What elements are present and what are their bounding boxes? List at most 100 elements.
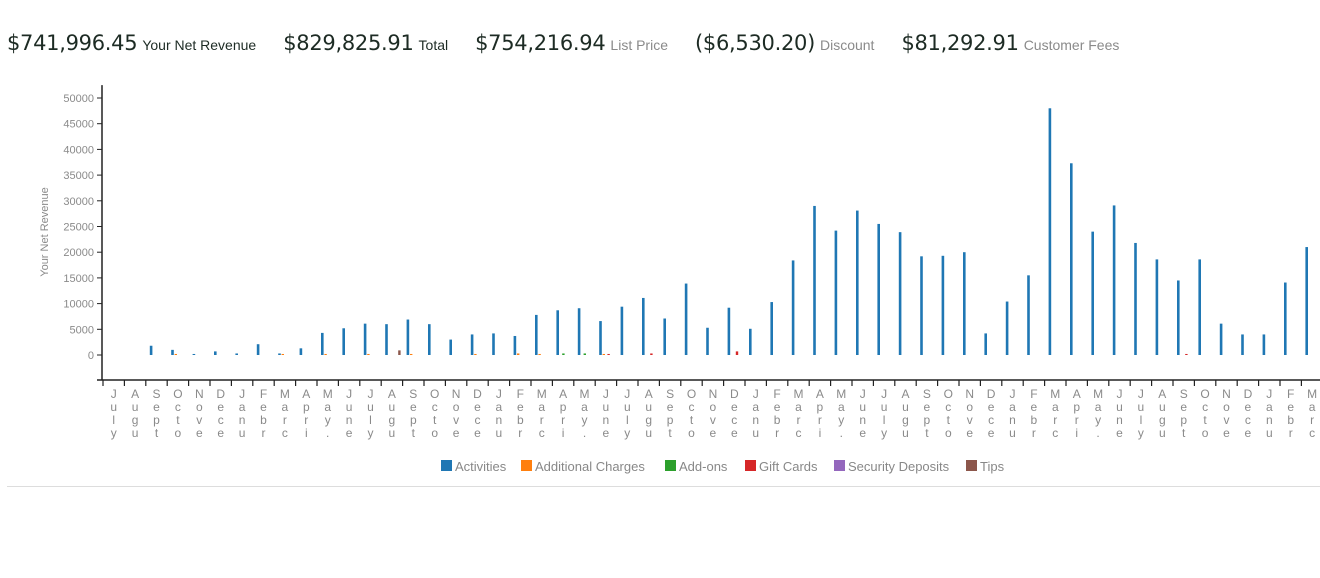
bar-additional-charges (602, 353, 605, 355)
bar-activities (535, 314, 538, 355)
legend-item[interactable]: Activities (441, 459, 507, 474)
legend-item[interactable]: Gift Cards (745, 459, 818, 474)
legend-label: Gift Cards (759, 459, 818, 474)
y-tick-label: 40000 (63, 144, 94, 156)
bar-activities (406, 319, 410, 355)
legend-label: Activities (455, 459, 507, 474)
divider (7, 486, 1320, 487)
stat-value: $829,825.91 (283, 31, 414, 55)
bar-gift-cards (607, 353, 610, 355)
bar-activities (1284, 282, 1287, 355)
y-axis-label: Your Net Revenue (39, 187, 51, 277)
bar-activities (791, 260, 795, 355)
bar-activities (1219, 323, 1223, 355)
legend-swatch (966, 460, 977, 471)
legend-label: Security Deposits (848, 459, 950, 474)
stat-value: $754,216.94 (475, 31, 606, 55)
bar-activities (1134, 242, 1137, 355)
bar-activities (1241, 334, 1244, 355)
bar-activities (1027, 275, 1030, 355)
bar-activities (684, 283, 688, 355)
bar-activities (1112, 205, 1116, 355)
bar-activities (813, 205, 816, 355)
bar-activities (599, 321, 602, 355)
bar-activities (1070, 163, 1073, 355)
legend-swatch (441, 460, 452, 471)
bar-activities (149, 345, 153, 355)
bar-gift-cards (735, 351, 739, 355)
bars (149, 108, 1308, 355)
bar-activities (920, 256, 923, 355)
bar-activities (342, 328, 345, 355)
bar-add-ons (583, 353, 586, 355)
bar-activities (749, 328, 752, 355)
bar-activities (214, 351, 217, 355)
legend-swatch (834, 460, 845, 471)
stat-value: $741,996.45 (7, 31, 138, 55)
legend-item[interactable]: Tips (966, 459, 1005, 474)
bar-activities (1155, 259, 1159, 355)
legend-item[interactable]: Additional Charges (521, 459, 645, 474)
bar-additional-charges (281, 353, 284, 355)
y-tick-label: 25000 (63, 222, 94, 234)
bar-activities (256, 344, 260, 355)
bar-activities (770, 302, 773, 355)
y-axis: 0 5000 10000 15000 20000 25000 30000 35000 40000… (63, 85, 103, 380)
legend: Activities Additional Charges Add-ons Gift … (441, 459, 1005, 474)
stat-label: List Price (610, 37, 668, 53)
net-revenue-stat: $741,996.45 Your Net Revenue (7, 31, 256, 55)
y-tick-label: 15000 (63, 273, 94, 285)
bar-activities (428, 324, 431, 355)
bar-activities (556, 310, 559, 355)
bar-activities (1048, 108, 1052, 355)
legend-item[interactable]: Security Deposits (834, 459, 950, 474)
bar-additional-charges (474, 353, 477, 355)
bar-additional-charges (367, 353, 370, 355)
stat-label: Discount (819, 37, 875, 53)
bar-activities (963, 252, 966, 355)
bar-activities (834, 230, 838, 355)
stat-label: Customer Fees (1023, 37, 1120, 53)
y-tick-label: 30000 (63, 196, 94, 208)
legend-label: Tips (980, 459, 1005, 474)
legend-item[interactable]: Add-ons (665, 459, 728, 474)
bar-additional-charges (324, 353, 327, 355)
y-tick-label: 35000 (63, 170, 94, 182)
bar-activities (1091, 231, 1094, 355)
legend-swatch (521, 460, 532, 471)
stat-value: $81,292.91 (901, 31, 1019, 55)
bar-activities (620, 306, 624, 355)
bar-activities (513, 335, 517, 355)
bar-activities (941, 255, 945, 355)
bar-activities (1262, 334, 1266, 355)
customer-fees-stat: $81,292.91 Customer Fees (901, 31, 1119, 55)
bar-activities (706, 327, 709, 355)
